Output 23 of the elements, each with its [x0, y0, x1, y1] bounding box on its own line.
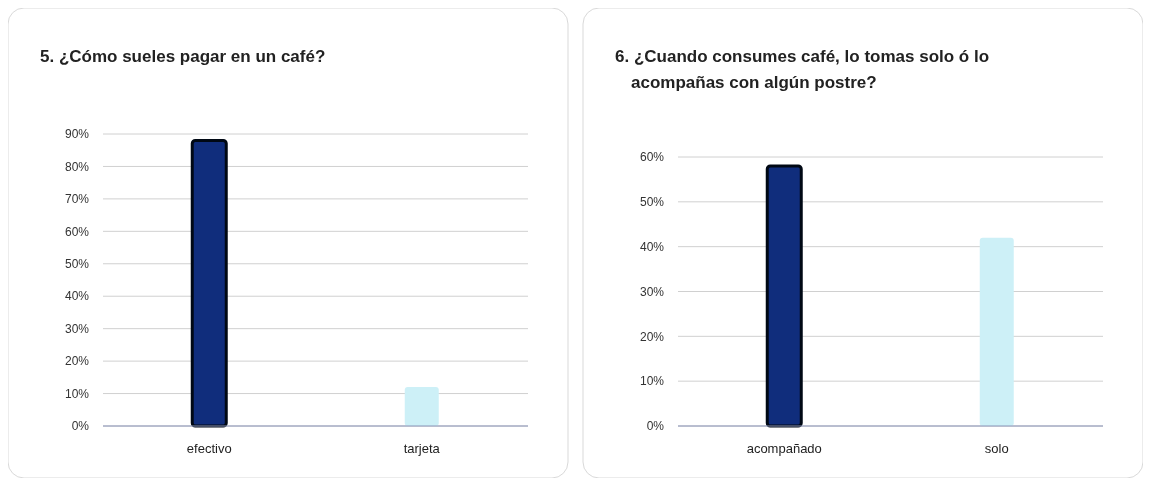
y-tick-label: 30% — [639, 284, 665, 299]
y-tick-label: 30% — [64, 321, 90, 336]
y-tick-label: 60% — [64, 224, 90, 239]
y-tick-label: 0% — [646, 419, 665, 434]
chart-title: 6. ¿Cuando consumes café, lo tomas solo ó lo acompañas con algún postre? — [615, 47, 990, 92]
y-tick-label: 70% — [64, 192, 90, 207]
x-tick-label: acompañado — [746, 441, 822, 456]
y-tick-label: 50% — [64, 256, 90, 271]
y-tick-label: 60% — [639, 150, 665, 165]
y-tick-label: 10% — [64, 386, 90, 401]
y-tick-label: 20% — [64, 354, 90, 369]
y-tick-label: 40% — [64, 289, 90, 304]
y-tick-label: 40% — [639, 239, 665, 254]
y-tick-label: 10% — [639, 374, 665, 389]
y-tick-label: 80% — [64, 159, 90, 174]
y-tick-label: 0% — [71, 419, 90, 434]
x-tick-label: solo — [984, 441, 1009, 456]
y-tick-label: 20% — [639, 329, 665, 344]
chart-title: 5. ¿Cómo sueles pagar en un café? — [40, 47, 326, 66]
y-tick-label: 50% — [639, 195, 665, 210]
x-tick-label: tarjeta — [403, 441, 441, 456]
y-tick-label: 90% — [64, 127, 90, 142]
x-tick-label: efectivo — [186, 441, 232, 456]
